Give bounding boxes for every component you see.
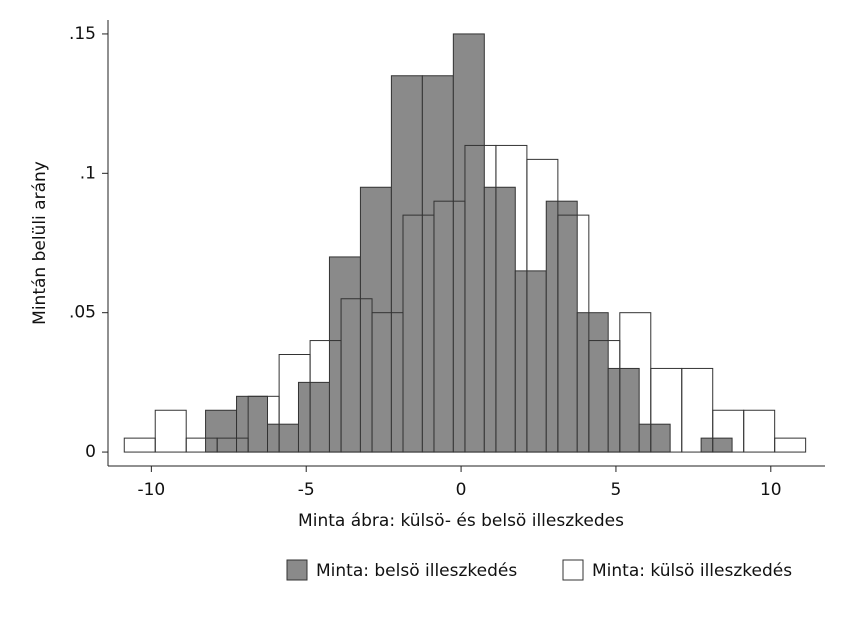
bar [619, 312, 652, 453]
x-tick-label: -5 [298, 480, 315, 500]
bar [278, 354, 311, 453]
y-axis-title: Mintán belüli arány [30, 161, 50, 325]
x-tick-label: -10 [137, 480, 165, 500]
bar [216, 437, 249, 453]
x-tick-label: 10 [760, 480, 782, 500]
legend-swatch [562, 559, 584, 581]
bar [402, 214, 435, 453]
bar [545, 200, 578, 453]
bar [712, 409, 745, 453]
bar [359, 186, 392, 453]
bar [247, 395, 280, 453]
bar [743, 409, 776, 453]
x-tick-label: 5 [611, 480, 622, 500]
legend-label: Minta: külsö illeszkedés [592, 561, 792, 581]
bar [123, 437, 156, 453]
x-tick-label: 0 [456, 480, 467, 500]
bar [483, 186, 516, 453]
y-tick-label: .15 [69, 24, 96, 44]
bar [185, 437, 218, 453]
bar [681, 367, 714, 453]
y-tick-label: .1 [80, 163, 96, 183]
bar [371, 312, 404, 453]
bar [774, 437, 807, 453]
bar [557, 214, 590, 453]
bar [607, 367, 640, 453]
legend-swatch [286, 559, 308, 581]
bar [340, 298, 373, 453]
bar [526, 158, 559, 453]
bar [205, 409, 238, 453]
bar [650, 367, 683, 453]
bar [495, 144, 528, 453]
y-tick-label: .05 [69, 303, 96, 323]
bar [154, 409, 187, 453]
bar [433, 200, 466, 453]
y-tick-label: 0 [85, 442, 96, 462]
bar [588, 340, 621, 453]
legend-label: Minta: belsö illeszkedés [316, 561, 517, 581]
bar [309, 340, 342, 453]
bar [464, 144, 497, 453]
bar [236, 395, 269, 453]
bar [421, 75, 454, 453]
x-axis-title: Minta ábra: külsö- és belsö illeszkedes [298, 511, 624, 531]
